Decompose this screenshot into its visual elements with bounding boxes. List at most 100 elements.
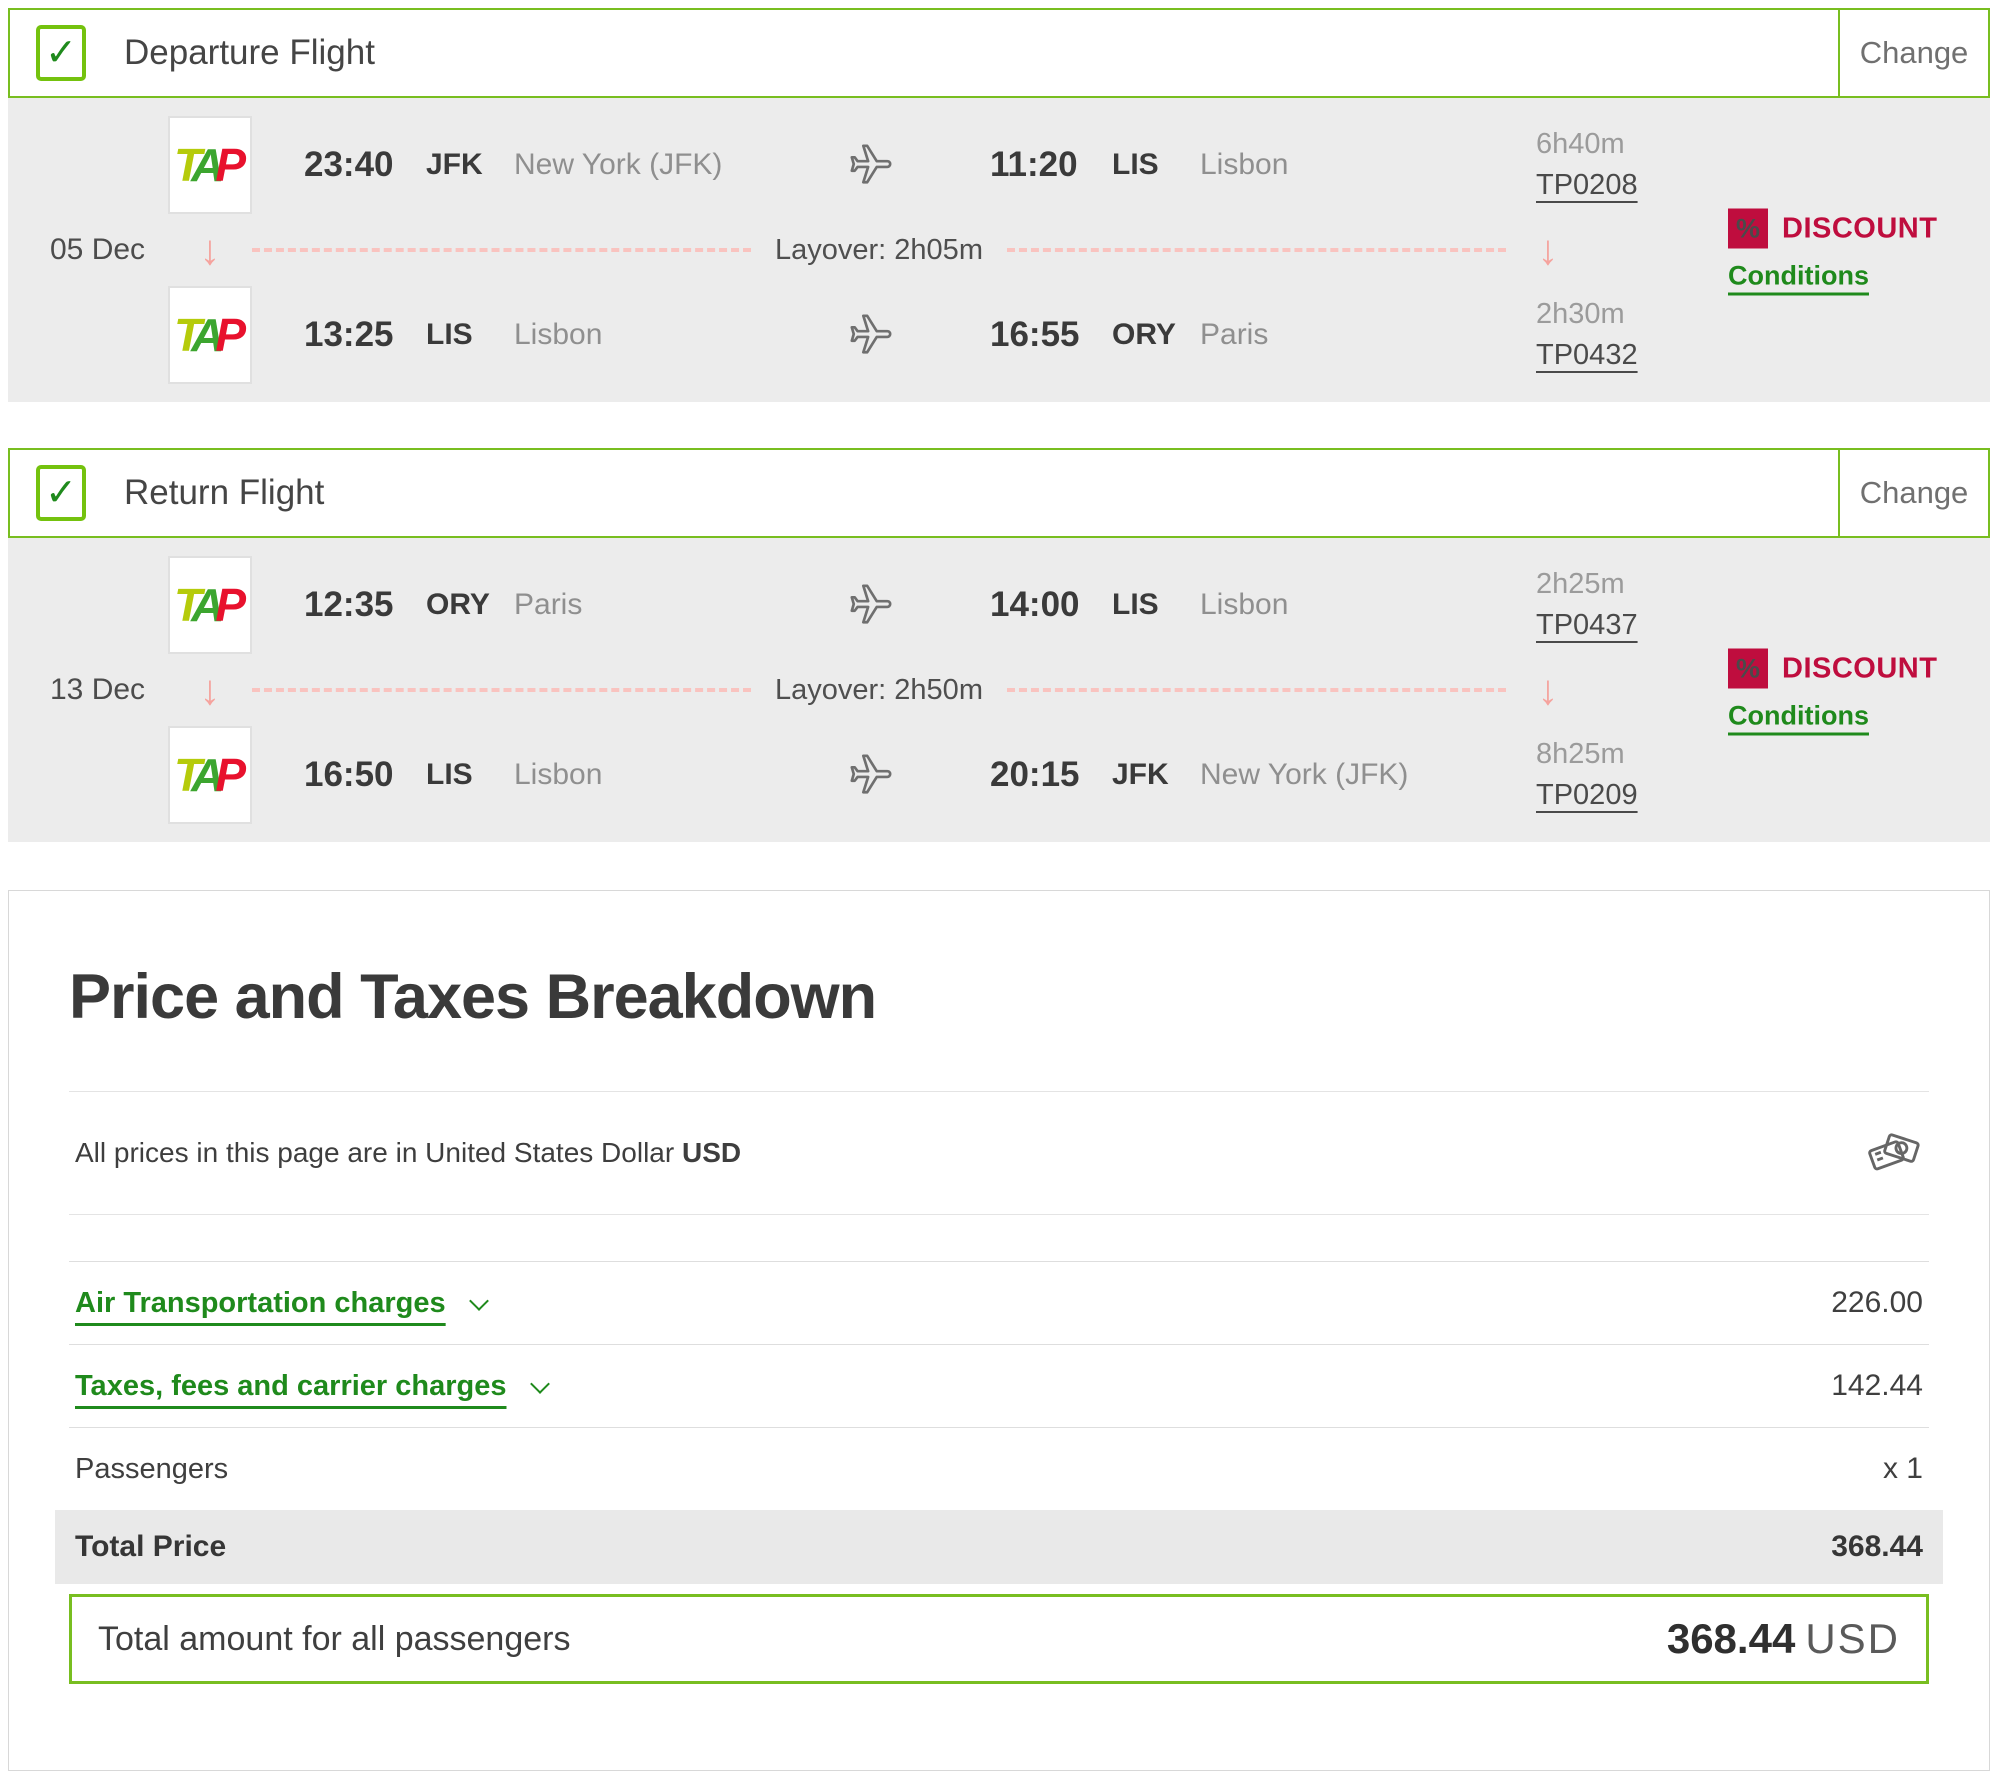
discount-row: % DISCOUNT xyxy=(1728,648,1938,689)
conditions-link[interactable]: Conditions xyxy=(1728,260,1869,291)
segment-info: 8h25m TP0209 xyxy=(1536,738,1638,812)
grand-total-value: 368.44 USD xyxy=(1667,1615,1900,1663)
departure-city: Lisbon xyxy=(514,318,603,351)
segment-info: 6h40m TP0208 xyxy=(1536,128,1638,202)
divider xyxy=(69,1091,1929,1092)
percent-discount-icon: % xyxy=(1728,208,1768,249)
departure-selected-checkbox[interactable]: ✓ xyxy=(36,25,86,81)
logo-letter: T xyxy=(173,139,203,191)
return-change-button[interactable]: Change xyxy=(1838,450,1988,536)
total-price-label: Total Price xyxy=(75,1530,227,1563)
layover-row: 05 Dec ↓ Layover: 2h05m ↓ xyxy=(8,218,1990,282)
dashed-connector xyxy=(252,248,752,252)
plane-icon xyxy=(826,582,916,628)
plane-icon xyxy=(826,142,916,188)
departure-airport-code: JFK xyxy=(426,148,483,181)
segment-duration: 8h25m xyxy=(1536,738,1625,770)
price-breakdown-card: Price and Taxes Breakdown All prices in … xyxy=(8,890,1990,1771)
layover-row: 13 Dec ↓ Layover: 2h50m ↓ xyxy=(8,658,1990,722)
discount-block: % DISCOUNT Conditions xyxy=(1728,208,1938,292)
price-row: Passengers x 1 xyxy=(69,1427,1929,1510)
departure-change-button[interactable]: Change xyxy=(1838,10,1988,96)
dashed-connector xyxy=(1006,688,1506,692)
segment-info: 2h25m TP0437 xyxy=(1536,568,1638,642)
chevron-down-icon[interactable] xyxy=(529,1374,550,1394)
segment-duration: 6h40m xyxy=(1536,128,1625,160)
logo-letter: T xyxy=(173,579,203,631)
price-row: Air Transportation charges 226.00 xyxy=(69,1261,1929,1344)
logo-letter: P xyxy=(215,749,247,801)
currency-note-row: All prices in this page are in United St… xyxy=(69,1092,1929,1215)
checkmark-icon: ✓ xyxy=(45,32,77,74)
discount-label: DISCOUNT xyxy=(1782,212,1938,244)
banknotes-icon[interactable] xyxy=(1865,1124,1923,1182)
departure-time: 13:25 xyxy=(304,315,394,354)
arrival-airport-code: ORY xyxy=(1112,318,1176,351)
logo-letter: T xyxy=(173,749,203,801)
departure-airport-code: LIS xyxy=(426,758,473,791)
flight-number-link[interactable]: TP0432 xyxy=(1536,339,1638,371)
plane-icon xyxy=(826,312,916,358)
arrow-down-icon: ↓ xyxy=(1537,226,1559,273)
taxes-fees-charges-link[interactable]: Taxes, fees and carrier charges xyxy=(75,1369,507,1402)
arrival-airport-code: LIS xyxy=(1112,588,1159,621)
price-table: Air Transportation charges 226.00 Taxes,… xyxy=(55,1261,1943,1684)
air-transportation-charges-link[interactable]: Air Transportation charges xyxy=(75,1286,446,1319)
arrival-time: 16:55 xyxy=(990,315,1080,354)
logo-letter: A xyxy=(191,139,225,191)
chevron-down-icon[interactable] xyxy=(468,1291,489,1311)
departure-date: 05 Dec xyxy=(50,233,146,266)
discount-label: DISCOUNT xyxy=(1782,652,1938,684)
grand-total-currency: USD xyxy=(1805,1615,1900,1662)
grand-total-label: Total amount for all passengers xyxy=(98,1619,571,1658)
logo-letter: T xyxy=(173,309,203,361)
total-price-value: 368.44 xyxy=(1831,1530,1923,1563)
arrival-time: 14:00 xyxy=(990,585,1080,624)
charge-label-wrap: Air Transportation charges xyxy=(75,1286,489,1320)
logo-letter: A xyxy=(191,309,225,361)
conditions-link[interactable]: Conditions xyxy=(1728,700,1869,731)
departure-city: New York (JFK) xyxy=(514,148,723,181)
arrival-city: Lisbon xyxy=(1200,148,1289,181)
return-date: 13 Dec xyxy=(50,673,146,706)
segment-duration: 2h30m xyxy=(1536,298,1625,330)
logo-letter: P xyxy=(215,309,247,361)
currency-code: USD xyxy=(681,1137,742,1168)
total-price-row: Total Price 368.44 xyxy=(55,1510,1943,1584)
discount-block: % DISCOUNT Conditions xyxy=(1728,648,1938,732)
discount-row: % DISCOUNT xyxy=(1728,208,1938,249)
checkmark-icon: ✓ xyxy=(45,472,77,514)
departure-section-title: Departure Flight xyxy=(124,33,375,72)
dashed-connector xyxy=(1006,248,1506,252)
layover-label: Layover: 2h50m xyxy=(775,673,983,706)
flight-number-link[interactable]: TP0209 xyxy=(1536,779,1638,811)
departure-time: 12:35 xyxy=(304,585,394,624)
charge-value: 142.44 xyxy=(1831,1369,1923,1402)
return-selected-checkbox[interactable]: ✓ xyxy=(36,465,86,521)
arrival-airport-code: JFK xyxy=(1112,758,1169,791)
arrival-time: 11:20 xyxy=(990,145,1078,184)
flight-number-link[interactable]: TP0208 xyxy=(1536,169,1638,201)
price-row: Taxes, fees and carrier charges 142.44 xyxy=(69,1344,1929,1427)
grand-total-amount: 368.44 xyxy=(1666,1615,1796,1662)
price-breakdown-title: Price and Taxes Breakdown xyxy=(69,962,877,1032)
logo-letter: P xyxy=(215,579,247,631)
logo-letter: A xyxy=(191,579,225,631)
return-section-title: Return Flight xyxy=(124,473,325,512)
percent-glyph: % xyxy=(1735,653,1760,683)
flight-number-link[interactable]: TP0437 xyxy=(1536,609,1638,641)
departure-city: Paris xyxy=(514,588,583,621)
layover-label: Layover: 2h05m xyxy=(775,233,983,266)
arrival-city: New York (JFK) xyxy=(1200,758,1409,791)
segment-info: 2h30m TP0432 xyxy=(1536,298,1638,372)
arrival-airport-code: LIS xyxy=(1112,148,1159,181)
percent-discount-icon: % xyxy=(1728,648,1768,689)
